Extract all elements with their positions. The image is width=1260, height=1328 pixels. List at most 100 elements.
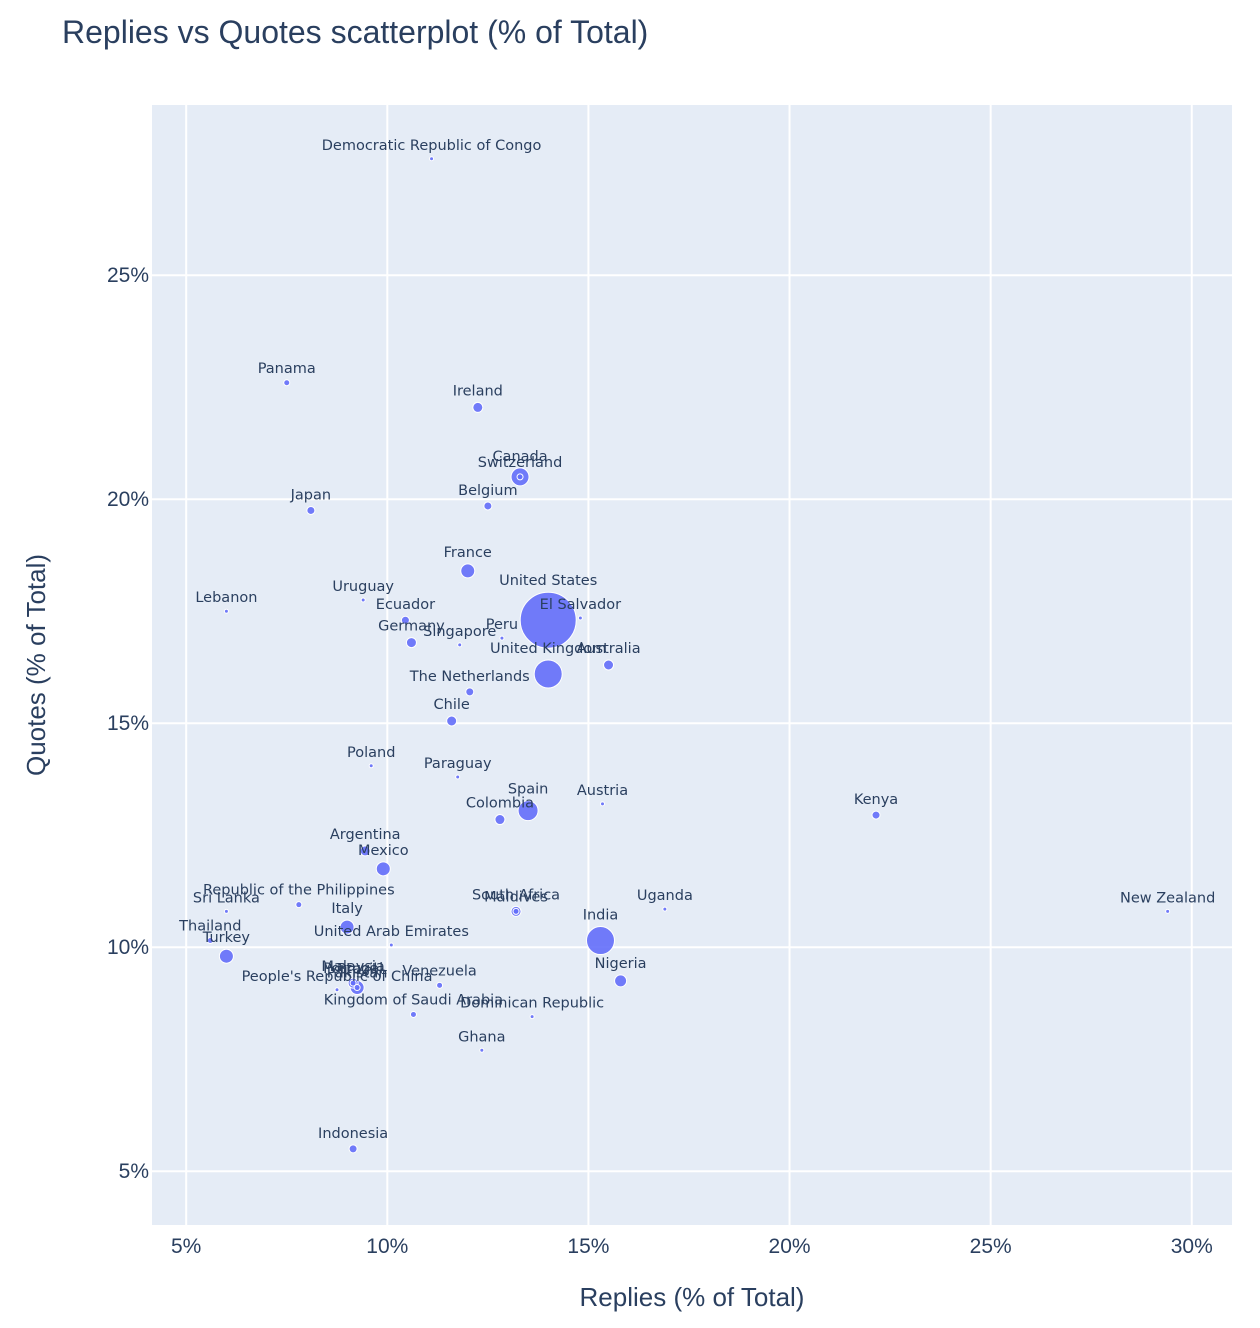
point-label: Democratic Republic of Congo bbox=[322, 138, 542, 154]
data-point[interactable] bbox=[359, 845, 371, 857]
x-tick-label: 20% bbox=[769, 1235, 811, 1258]
point-label: United Kingdom bbox=[490, 641, 606, 657]
point-label: The Netherlands bbox=[409, 669, 530, 685]
point-labels: Democratic Republic of Congo Panama Irelan… bbox=[178, 138, 1215, 1142]
data-point[interactable] bbox=[519, 591, 577, 649]
point-label: Belgium bbox=[458, 483, 517, 499]
data-point[interactable] bbox=[353, 984, 361, 992]
x-tick-label: 30% bbox=[1171, 1235, 1213, 1258]
data-point[interactable] bbox=[662, 906, 668, 912]
point-label: Australia bbox=[576, 641, 640, 657]
x-tick-label: 10% bbox=[366, 1235, 408, 1258]
y-tick-label: 15% bbox=[107, 712, 149, 735]
point-label: Brazil bbox=[337, 962, 377, 978]
data-point[interactable] bbox=[577, 615, 583, 621]
point-label: Panama bbox=[258, 361, 316, 377]
data-point[interactable] bbox=[479, 1047, 485, 1053]
data-point[interactable] bbox=[529, 1014, 535, 1020]
point-label: Venezuela bbox=[402, 963, 476, 979]
data-point[interactable] bbox=[585, 926, 615, 956]
y-tick-label: 25% bbox=[107, 264, 149, 287]
point-label: Peru bbox=[486, 617, 518, 633]
point-label: Portugal bbox=[323, 961, 383, 977]
point-label: Thailand bbox=[178, 919, 241, 935]
data-point[interactable] bbox=[483, 501, 493, 511]
point-label: Maldives bbox=[484, 889, 548, 905]
point-label: Ireland bbox=[453, 383, 503, 399]
point-label: Turkey bbox=[202, 930, 251, 946]
data-point[interactable] bbox=[533, 659, 563, 689]
point-label: United States bbox=[499, 573, 597, 589]
data-point[interactable] bbox=[517, 800, 539, 822]
data-point[interactable] bbox=[516, 473, 524, 481]
data-point[interactable] bbox=[614, 974, 628, 988]
point-label: New Zealand bbox=[1120, 890, 1215, 906]
data-point[interactable] bbox=[409, 1010, 417, 1018]
y-tick-label: 5% bbox=[119, 1160, 149, 1183]
data-point[interactable] bbox=[436, 981, 444, 989]
data-point[interactable] bbox=[218, 948, 234, 964]
data-point[interactable] bbox=[465, 687, 475, 697]
data-point[interactable] bbox=[1165, 908, 1171, 914]
point-label: Sri Lanka bbox=[193, 890, 260, 906]
data-point[interactable] bbox=[348, 1144, 358, 1154]
chart-title: Replies vs Quotes scatterplot (% of Tota… bbox=[62, 14, 649, 50]
point-label: Malaysia bbox=[321, 959, 384, 975]
data-point[interactable] bbox=[388, 942, 394, 948]
data-point[interactable] bbox=[405, 637, 417, 649]
point-label: Colombia bbox=[466, 796, 534, 812]
data-point[interactable] bbox=[603, 659, 615, 671]
data-point[interactable] bbox=[223, 908, 229, 914]
data-point[interactable] bbox=[472, 401, 484, 413]
data-point[interactable] bbox=[283, 379, 291, 387]
point-label: Singapore bbox=[423, 624, 496, 640]
point-label: Poland bbox=[347, 745, 395, 761]
data-point[interactable] bbox=[429, 156, 435, 162]
data-point[interactable] bbox=[295, 901, 303, 909]
x-tick-label: 25% bbox=[970, 1235, 1012, 1258]
data-point[interactable] bbox=[375, 861, 391, 877]
y-axis-title: Quotes (% of Total) bbox=[21, 554, 51, 776]
data-point[interactable] bbox=[368, 763, 374, 769]
tick-labels: 5% 10% 15% 20% 25% 30% 5% 10% 15% 20% 25% bbox=[107, 264, 1213, 1258]
x-axis-title: Replies (% of Total) bbox=[580, 1282, 805, 1312]
point-label: Pakistan bbox=[327, 966, 388, 982]
gridlines bbox=[152, 105, 1232, 1225]
point-label: People's Republic of China bbox=[242, 969, 433, 985]
y-tick-label: 20% bbox=[107, 488, 149, 511]
x-tick-label: 15% bbox=[567, 1235, 609, 1258]
data-point[interactable] bbox=[494, 814, 506, 826]
data-point[interactable] bbox=[512, 907, 520, 915]
point-label: United Arab Emirates bbox=[314, 924, 469, 940]
point-label: Indonesia bbox=[318, 1126, 388, 1142]
point-label: Spain bbox=[508, 782, 549, 798]
data-point[interactable] bbox=[499, 635, 505, 641]
point-label: Kingdom of Saudi Arabia bbox=[324, 992, 503, 1008]
data-point[interactable] bbox=[455, 774, 461, 780]
data-point[interactable] bbox=[334, 987, 340, 993]
point-label: Uganda bbox=[637, 888, 693, 904]
point-label: South Africa bbox=[472, 887, 560, 903]
data-point[interactable] bbox=[306, 505, 316, 515]
point-label: Argentina bbox=[330, 827, 401, 843]
data-point[interactable] bbox=[446, 715, 458, 727]
data-point[interactable] bbox=[339, 919, 355, 935]
point-label: Lebanon bbox=[195, 590, 257, 606]
data-point[interactable] bbox=[223, 608, 229, 614]
data-point[interactable] bbox=[349, 979, 357, 987]
data-point[interactable] bbox=[457, 642, 463, 648]
data-point[interactable] bbox=[460, 563, 476, 579]
data-point[interactable] bbox=[360, 597, 366, 603]
data-point[interactable] bbox=[206, 937, 214, 945]
point-label: Dominican Republic bbox=[460, 996, 604, 1012]
point-label: India bbox=[583, 908, 619, 924]
point-label: Austria bbox=[577, 783, 628, 799]
data-point[interactable] bbox=[600, 801, 606, 807]
point-label: Switzerland bbox=[478, 455, 563, 471]
point-label: Uruguay bbox=[332, 579, 394, 595]
point-label: Paraguay bbox=[424, 756, 492, 772]
data-point[interactable] bbox=[400, 615, 410, 625]
point-label: Mexico bbox=[358, 843, 409, 859]
data-point[interactable] bbox=[871, 810, 881, 820]
